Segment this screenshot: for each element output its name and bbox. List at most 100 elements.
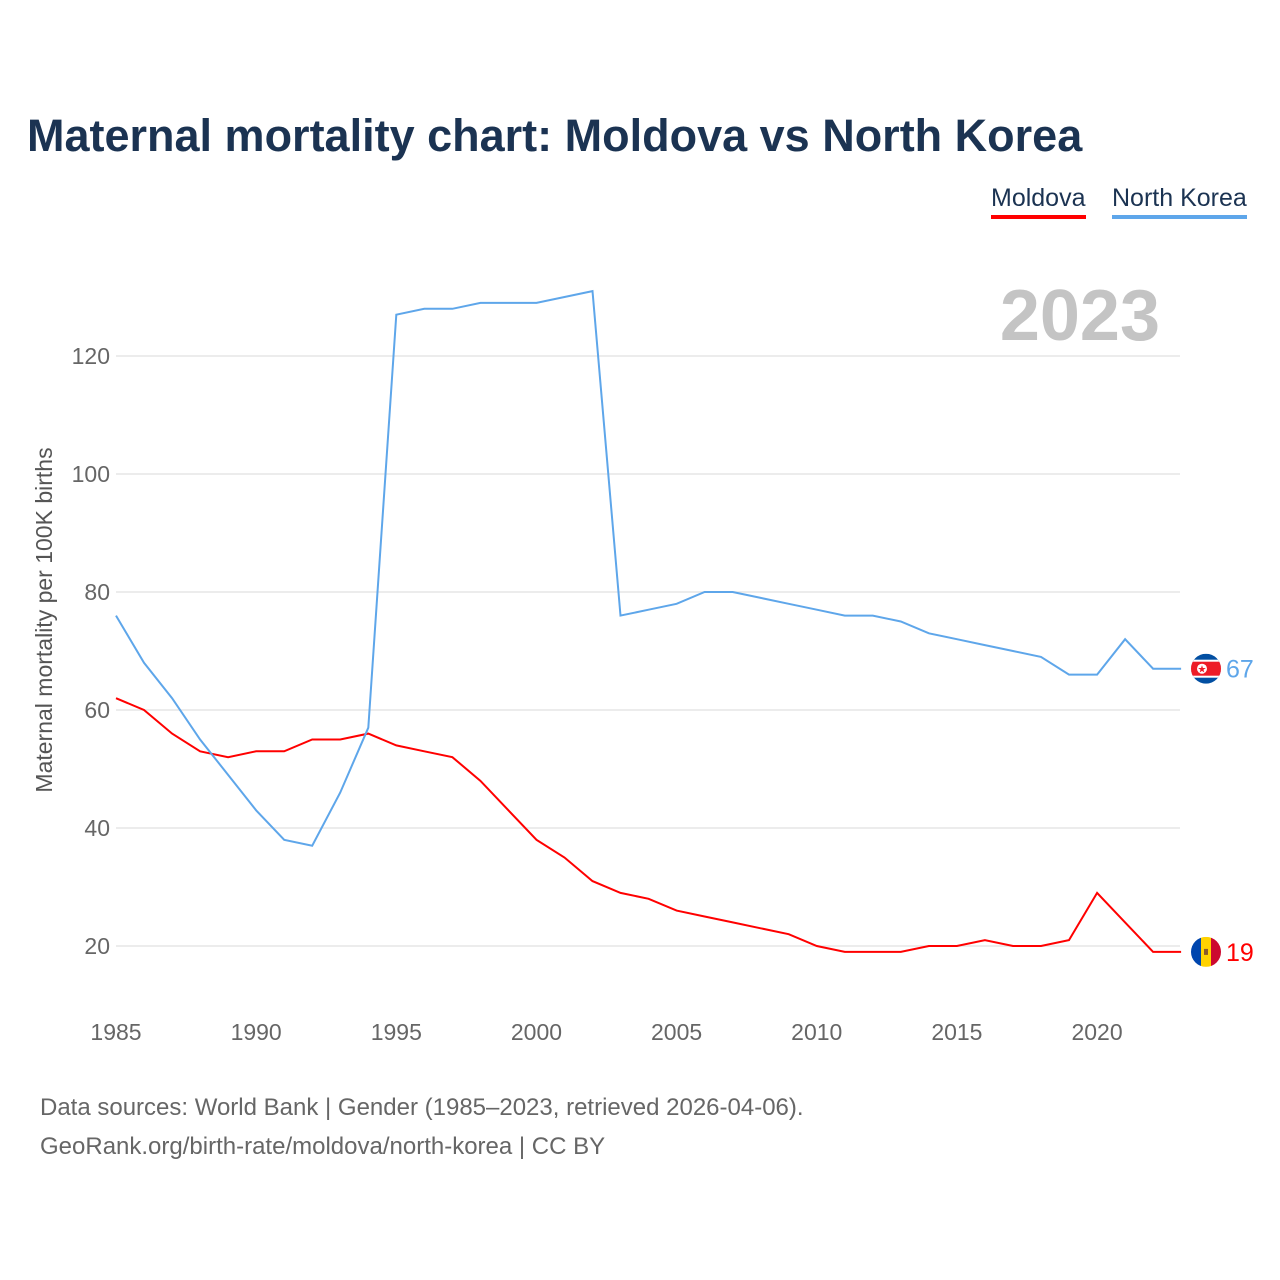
data-point-moldova bbox=[226, 755, 230, 759]
data-point-north-korea bbox=[562, 295, 566, 299]
data-point-north-korea bbox=[198, 738, 202, 742]
series-line-north-korea bbox=[115, 289, 1182, 847]
flag-moldova-icon bbox=[1191, 936, 1221, 967]
data-point-north-korea bbox=[731, 590, 735, 594]
data-point-north-korea bbox=[927, 631, 931, 635]
legend-north-korea[interactable]: North Korea bbox=[1112, 184, 1247, 219]
flag-north-korea-icon: ★ bbox=[1191, 653, 1221, 684]
year-label: 2023 bbox=[1000, 276, 1160, 356]
y-tick-label: 60 bbox=[84, 697, 110, 723]
data-point-north-korea bbox=[675, 602, 679, 606]
footer-sources: Data sources: World Bank | Gender (1985–… bbox=[40, 1094, 804, 1121]
data-point-moldova bbox=[338, 738, 342, 742]
data-point-north-korea bbox=[1011, 649, 1015, 653]
end-value-north-korea: 67 bbox=[1226, 656, 1254, 684]
x-tick-label: 2010 bbox=[791, 1019, 842, 1045]
y-tick-label: 100 bbox=[72, 461, 110, 487]
chart-title: Maternal mortality chart: Moldova vs Nor… bbox=[27, 110, 1083, 161]
data-point-north-korea bbox=[450, 307, 454, 311]
end-value-moldova: 19 bbox=[1226, 939, 1254, 967]
data-point-moldova bbox=[170, 732, 174, 736]
data-point-north-korea bbox=[366, 726, 370, 730]
data-point-moldova bbox=[927, 944, 931, 948]
data-point-north-korea bbox=[478, 301, 482, 305]
data-point-north-korea bbox=[955, 637, 959, 641]
data-point-moldova bbox=[1151, 950, 1155, 954]
data-point-north-korea bbox=[983, 643, 987, 647]
data-point-moldova bbox=[787, 932, 791, 936]
x-tick-label: 2000 bbox=[511, 1019, 562, 1045]
data-point-moldova bbox=[591, 879, 595, 883]
data-point-moldova bbox=[619, 891, 623, 895]
y-axis-label: Maternal mortality per 100K births bbox=[31, 447, 57, 792]
data-point-moldova bbox=[282, 749, 286, 753]
data-point-north-korea bbox=[506, 301, 510, 305]
data-point-moldova bbox=[1179, 950, 1183, 954]
footer-link[interactable]: GeoRank.org/birth-rate/moldova/north-kor… bbox=[40, 1133, 606, 1160]
y-tick-label: 40 bbox=[84, 815, 110, 841]
series-line-moldova bbox=[115, 697, 1182, 953]
data-point-moldova bbox=[1039, 944, 1043, 948]
data-point-moldova bbox=[562, 856, 566, 860]
data-point-north-korea bbox=[394, 313, 398, 317]
data-point-north-korea bbox=[871, 614, 875, 618]
x-tick-label: 1985 bbox=[90, 1019, 141, 1045]
data-point-moldova bbox=[478, 779, 482, 783]
data-point-north-korea bbox=[591, 289, 595, 293]
data-point-moldova bbox=[983, 938, 987, 942]
data-point-north-korea bbox=[759, 596, 763, 600]
data-point-moldova bbox=[394, 743, 398, 747]
data-point-moldova bbox=[899, 950, 903, 954]
data-point-moldova bbox=[1123, 920, 1127, 924]
data-point-moldova bbox=[506, 808, 510, 812]
x-tick-label: 2015 bbox=[931, 1019, 982, 1045]
data-point-moldova bbox=[198, 749, 202, 753]
y-tick-label: 20 bbox=[84, 933, 110, 959]
x-tick-label: 1990 bbox=[231, 1019, 282, 1045]
data-point-moldova bbox=[871, 950, 875, 954]
data-point-moldova bbox=[534, 838, 538, 842]
data-point-north-korea bbox=[787, 602, 791, 606]
data-point-moldova bbox=[1067, 938, 1071, 942]
y-tick-label: 80 bbox=[84, 579, 110, 605]
data-point-moldova bbox=[675, 909, 679, 913]
data-point-moldova bbox=[310, 738, 314, 742]
data-point-north-korea bbox=[647, 608, 651, 612]
data-point-north-korea bbox=[1067, 673, 1071, 677]
data-point-moldova bbox=[450, 755, 454, 759]
data-point-moldova bbox=[843, 950, 847, 954]
data-point-north-korea bbox=[254, 808, 258, 812]
data-point-moldova bbox=[1011, 944, 1015, 948]
data-point-moldova bbox=[142, 708, 146, 712]
data-point-north-korea bbox=[1123, 637, 1127, 641]
data-point-north-korea bbox=[1039, 655, 1043, 659]
data-point-north-korea bbox=[114, 614, 118, 618]
data-point-moldova bbox=[703, 915, 707, 919]
x-tick-label: 2005 bbox=[651, 1019, 702, 1045]
data-point-north-korea bbox=[899, 620, 903, 624]
data-point-north-korea bbox=[310, 844, 314, 848]
data-point-moldova bbox=[1095, 891, 1099, 895]
data-point-north-korea bbox=[422, 307, 426, 311]
data-point-north-korea bbox=[619, 614, 623, 618]
y-tick-label: 120 bbox=[72, 343, 110, 369]
data-point-north-korea bbox=[338, 791, 342, 795]
data-point-moldova bbox=[254, 749, 258, 753]
data-point-north-korea bbox=[1095, 673, 1099, 677]
data-point-north-korea bbox=[703, 590, 707, 594]
data-point-north-korea bbox=[282, 838, 286, 842]
svg-text:★: ★ bbox=[1198, 665, 1207, 676]
data-point-moldova bbox=[422, 749, 426, 753]
data-point-moldova bbox=[955, 944, 959, 948]
data-point-north-korea bbox=[534, 301, 538, 305]
data-point-north-korea bbox=[1151, 667, 1155, 671]
legend-moldova[interactable]: Moldova bbox=[991, 184, 1086, 219]
data-point-north-korea bbox=[226, 773, 230, 777]
data-point-moldova bbox=[114, 696, 118, 700]
x-tick-label: 2020 bbox=[1071, 1019, 1122, 1045]
data-point-north-korea bbox=[170, 696, 174, 700]
data-point-north-korea bbox=[843, 614, 847, 618]
data-point-moldova bbox=[647, 897, 651, 901]
data-point-moldova bbox=[815, 944, 819, 948]
